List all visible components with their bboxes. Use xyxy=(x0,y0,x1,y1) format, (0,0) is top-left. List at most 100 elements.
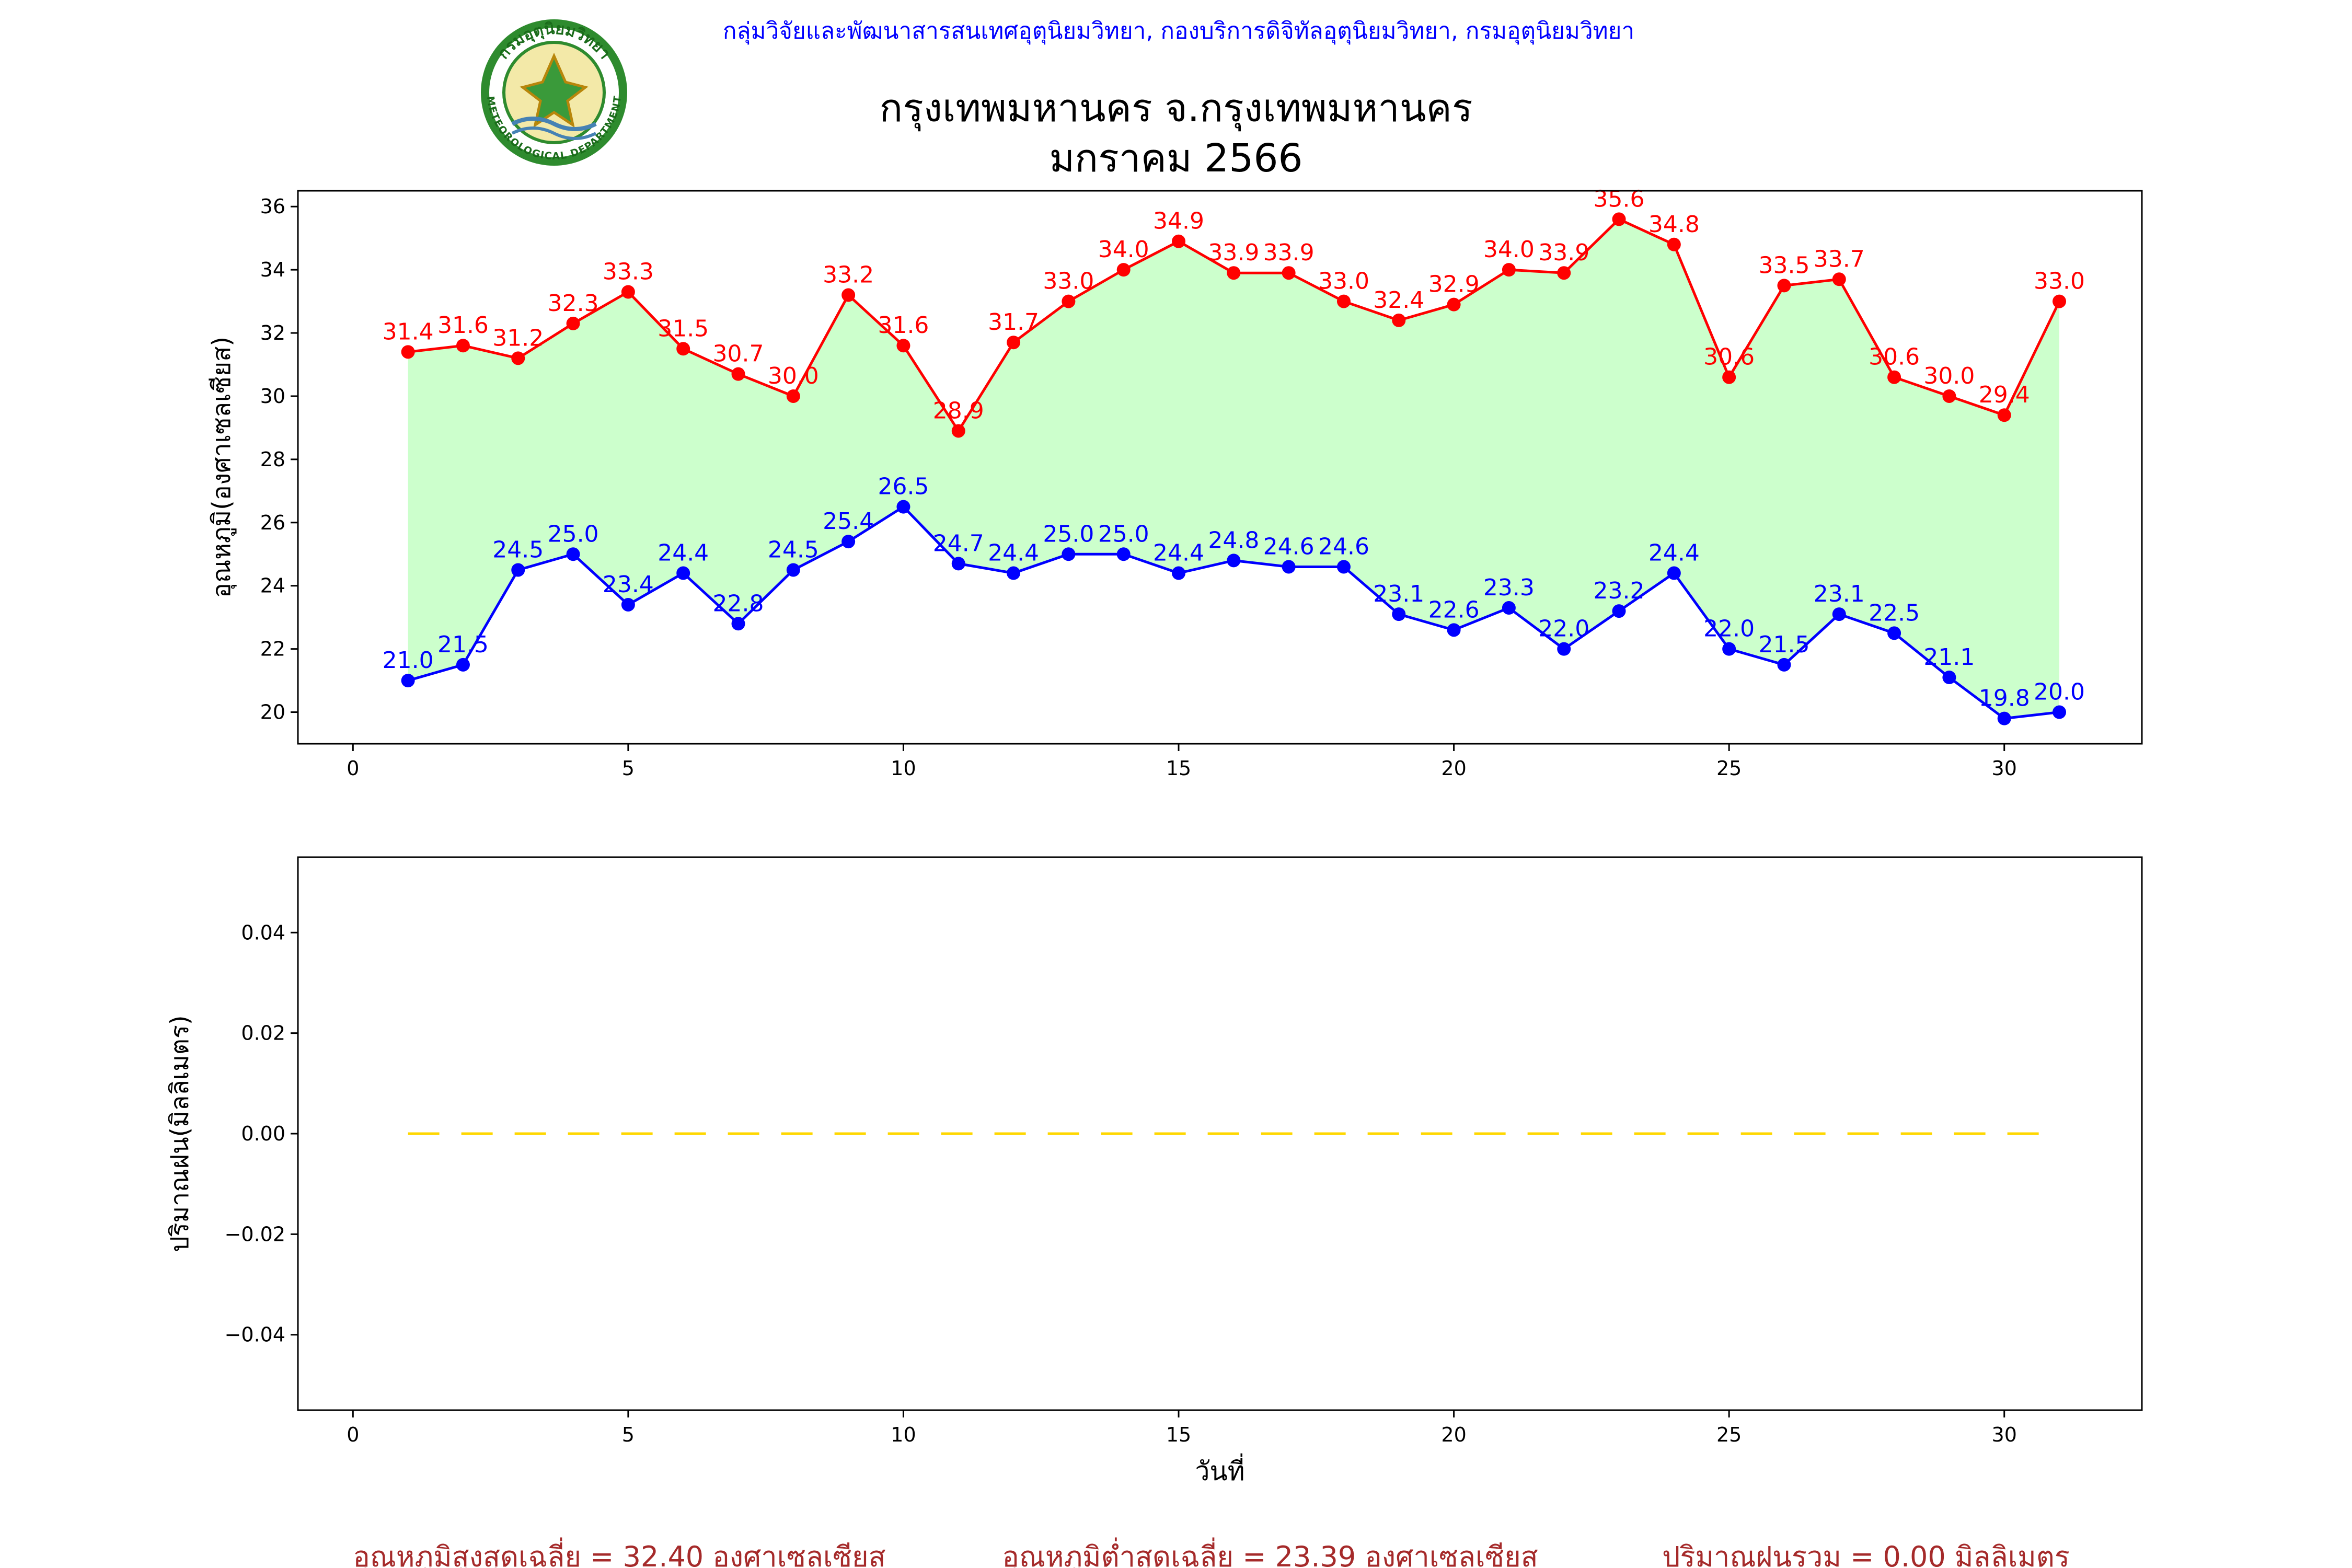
rainfall-y-tick-label: 0.00 xyxy=(241,1122,285,1145)
min-temp-point xyxy=(1392,607,1406,621)
max-temp-label: 31.7 xyxy=(988,309,1039,336)
min-temp-point xyxy=(1557,642,1571,656)
min-temp-label: 26.5 xyxy=(878,474,929,500)
temperature-x-tick-label: 0 xyxy=(347,757,359,780)
rainfall-x-tick-label: 5 xyxy=(622,1423,635,1446)
min-temp-label: 24.5 xyxy=(768,536,819,563)
temperature-x-tick-label: 25 xyxy=(1716,757,1742,780)
min-temp-point xyxy=(676,566,690,580)
min-temp-point xyxy=(1612,604,1626,618)
rainfall-axis-ticks: 0 5 10 15 20 25 30 −0.04 −0.02 0.00 0.02 0.04 xyxy=(225,921,2017,1446)
min-temp-point xyxy=(1007,566,1021,580)
min-temp-label: 24.4 xyxy=(658,540,709,567)
max-temp-label: 30.6 xyxy=(1703,344,1755,371)
avg-max-summary: อุณหภูมิสูงสุดเฉลี่ย = 32.40 องศาเซลเซีย… xyxy=(353,1537,885,1568)
max-temp-point xyxy=(1667,237,1681,251)
min-temp-point xyxy=(621,597,635,612)
min-temp-point xyxy=(1502,601,1516,615)
max-temp-point xyxy=(1007,336,1021,350)
deity-emblem xyxy=(520,52,589,128)
max-temp-point xyxy=(1447,297,1461,312)
min-temp-label: 20.0 xyxy=(2034,679,2085,706)
temperature-y-tick-label: 36 xyxy=(260,195,285,218)
min-temp-label: 24.4 xyxy=(988,540,1039,567)
max-temp-label: 32.3 xyxy=(548,290,599,317)
temperature-x-tick-label: 10 xyxy=(891,757,916,780)
temperature-x-tick-label: 20 xyxy=(1441,757,1466,780)
min-temp-label: 24.4 xyxy=(1648,540,1700,567)
min-temp-label: 24.7 xyxy=(933,530,984,557)
min-temp-label: 24.6 xyxy=(1318,533,1369,560)
max-temp-point xyxy=(1336,294,1351,308)
max-temp-label: 31.4 xyxy=(383,318,434,345)
max-temp-label: 34.0 xyxy=(1098,236,1149,263)
temperature-y-tick-label: 34 xyxy=(260,258,285,281)
rainfall-x-tick-label: 0 xyxy=(347,1423,359,1446)
max-temp-label: 35.6 xyxy=(1594,186,1645,212)
max-temp-point xyxy=(1227,266,1241,280)
max-temp-point xyxy=(1612,212,1626,226)
max-temp-label: 28.9 xyxy=(933,397,984,424)
temperature-x-tick-label: 5 xyxy=(622,757,635,780)
min-temp-label: 22.8 xyxy=(713,590,764,617)
min-temp-point xyxy=(1722,642,1736,656)
rainfall-x-tick-label: 30 xyxy=(1992,1423,2017,1446)
min-temp-label: 22.0 xyxy=(1538,616,1589,642)
min-temp-point xyxy=(841,535,856,549)
min-temp-label: 25.0 xyxy=(548,521,599,547)
min-temp-label: 24.4 xyxy=(1153,540,1204,567)
temperature-x-tick-label: 15 xyxy=(1166,757,1191,780)
min-temp-point xyxy=(1777,658,1791,672)
max-temp-point xyxy=(1062,294,1076,308)
max-temp-label: 34.0 xyxy=(1483,236,1535,263)
temperature-y-tick-label: 30 xyxy=(260,385,285,408)
chart-title-line1: กรุงเทพมหานคร จ.กรุงเทพมหานคร xyxy=(879,86,1472,132)
temperature-y-tick-label: 32 xyxy=(260,321,285,344)
rainfall-y-label: ปริมาณฝน(มิลลิเมตร) xyxy=(165,1015,194,1252)
max-temp-point xyxy=(1557,266,1571,280)
max-temp-point xyxy=(1777,279,1791,293)
min-temp-label: 21.5 xyxy=(437,631,489,658)
min-temp-label: 21.0 xyxy=(383,647,434,674)
max-temp-point xyxy=(1942,389,1956,403)
rainfall-x-tick-label: 25 xyxy=(1716,1423,1742,1446)
max-temp-point xyxy=(1392,313,1406,327)
max-temp-point xyxy=(1722,370,1736,384)
max-temp-label: 30.0 xyxy=(768,363,819,389)
rainfall-y-tick-label: −0.04 xyxy=(225,1323,285,1346)
temperature-range-fill xyxy=(408,219,2060,719)
max-temp-label: 34.8 xyxy=(1648,211,1700,238)
min-temp-label: 24.6 xyxy=(1263,533,1315,560)
chart-title-line2: มกราคม 2566 xyxy=(1049,136,1302,181)
min-temp-label: 22.0 xyxy=(1703,616,1755,642)
min-temp-point xyxy=(1997,711,2011,725)
min-temp-label: 21.1 xyxy=(1923,644,1975,671)
max-temp-point xyxy=(621,285,635,299)
min-temp-label: 23.3 xyxy=(1483,574,1535,601)
max-temp-label: 33.0 xyxy=(1043,268,1094,295)
min-temp-point xyxy=(456,658,470,672)
rainfall-x-tick-label: 15 xyxy=(1166,1423,1191,1446)
x-axis-label: วันที่ xyxy=(1195,1454,1244,1486)
min-temp-label: 21.5 xyxy=(1758,631,1809,658)
min-temp-points: 21.021.524.525.023.424.422.824.525.426.5… xyxy=(383,474,2085,725)
max-temp-label: 31.5 xyxy=(658,315,709,342)
max-temp-label: 30.7 xyxy=(713,341,764,367)
min-temp-label: 24.5 xyxy=(492,536,544,563)
max-temp-label: 33.9 xyxy=(1538,239,1589,266)
temperature-plot-frame xyxy=(297,190,2143,745)
max-temp-label: 33.3 xyxy=(603,258,654,285)
temperature-y-tick-label: 28 xyxy=(260,448,285,471)
min-temp-point xyxy=(951,557,965,571)
max-temp-points: 31.4 31.6 31.232.333.331.530.730.033.231.6… xyxy=(383,186,2085,438)
temperature-x-tick-label: 30 xyxy=(1992,757,2017,780)
min-temp-label: 22.6 xyxy=(1428,596,1480,623)
max-temp-point xyxy=(401,345,415,359)
min-temp-point xyxy=(401,674,415,688)
max-temp-label: 31.6 xyxy=(878,312,929,339)
rainfall-plot-frame xyxy=(297,856,2143,1411)
max-temp-point xyxy=(676,342,690,356)
max-temp-point xyxy=(1997,408,2011,422)
min-temp-label: 25.0 xyxy=(1043,521,1094,547)
